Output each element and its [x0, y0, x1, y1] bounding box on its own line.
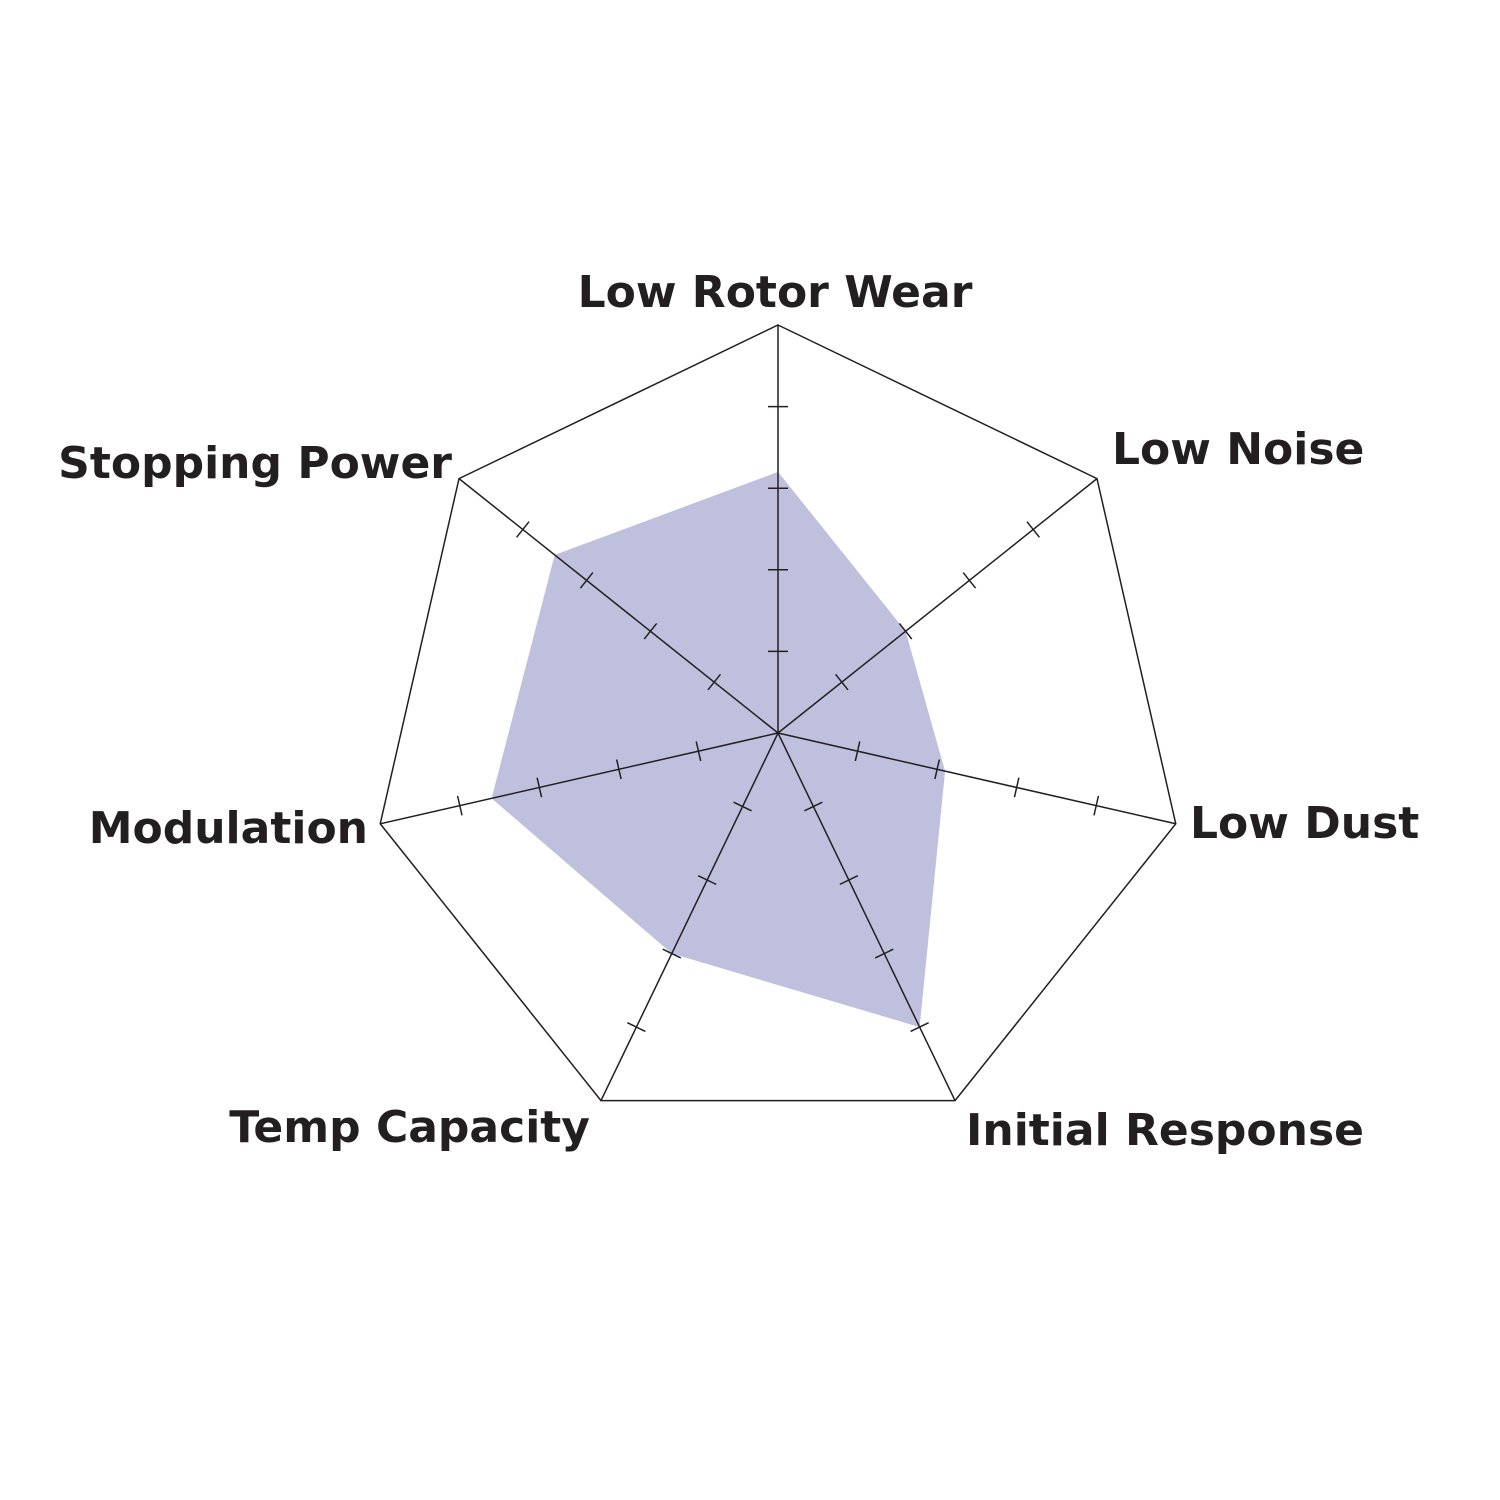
axis-tick — [697, 875, 717, 886]
axis-tick — [515, 521, 530, 538]
data-area — [491, 471, 946, 1028]
axis-tick — [898, 622, 913, 640]
axis-line — [777, 732, 1176, 825]
axis-tick — [874, 948, 894, 959]
axis-tick — [695, 741, 702, 762]
axis-line — [458, 478, 779, 734]
axis-tick — [707, 673, 722, 691]
axis-line — [600, 732, 779, 1101]
axis-tick — [662, 948, 682, 959]
axis-tick — [1013, 777, 1020, 798]
axis-tick — [733, 801, 752, 812]
outer-frame — [379, 324, 1177, 1102]
axis-tick — [854, 741, 861, 762]
axis-line — [777, 478, 1098, 734]
axis-label-initial-response: Initial Response — [966, 1105, 1364, 1156]
axis-tick — [579, 572, 594, 589]
axis-label-low-dust: Low Dust — [1190, 798, 1419, 849]
axis-tick — [536, 777, 543, 798]
axis-tick — [456, 795, 463, 816]
axis-tick — [839, 875, 859, 886]
axis-label-temp-capacity: Temp Capacity — [229, 1102, 590, 1153]
axis-line — [380, 732, 779, 825]
axis-tick — [615, 759, 622, 780]
axis-tick — [962, 572, 977, 589]
axis-tick — [834, 673, 849, 691]
axis-label-low-noise: Low Noise — [1112, 424, 1364, 475]
axis-tick — [643, 622, 658, 640]
axis-tick — [1026, 521, 1041, 538]
axis-label-low-rotor-wear: Low Rotor Wear — [578, 267, 973, 318]
axis-tick — [627, 1022, 646, 1033]
axis-line — [777, 732, 956, 1101]
axis-tick — [934, 759, 941, 780]
axis-label-stopping-power: Stopping Power — [58, 438, 452, 489]
axis-tick — [910, 1022, 929, 1033]
axis-label-modulation: Modulation — [89, 803, 368, 854]
axis-tick — [804, 801, 823, 812]
axis-tick — [1093, 795, 1100, 816]
